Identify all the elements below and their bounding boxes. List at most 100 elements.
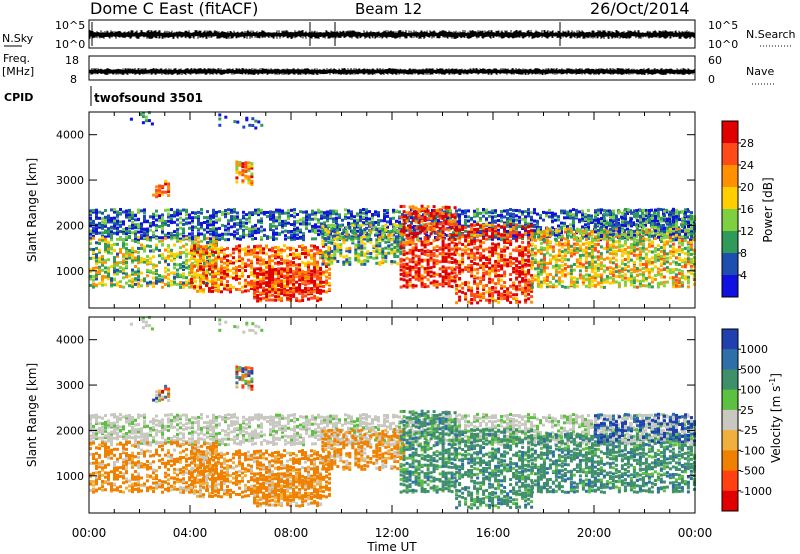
power-cell — [455, 284, 459, 287]
power-cell — [350, 235, 353, 239]
power-cell — [313, 279, 317, 283]
power-cell — [353, 219, 356, 223]
power-cell — [599, 245, 603, 249]
power-cell — [560, 209, 563, 213]
power-cell — [137, 258, 140, 262]
power-cell — [423, 207, 427, 211]
power-cell — [383, 209, 386, 213]
power-cell — [298, 276, 302, 280]
station-title: Dome C East (fitACF) — [90, 0, 258, 18]
power-cell — [530, 242, 534, 246]
power-cell — [214, 251, 217, 254]
power-cell — [122, 271, 125, 275]
power-cell — [581, 209, 584, 213]
power-cell — [215, 236, 218, 240]
power-cell — [152, 285, 155, 288]
power-cell — [342, 230, 346, 234]
power-cell — [238, 259, 241, 262]
power-cell — [419, 227, 422, 231]
power-cell — [521, 286, 525, 290]
power-cell — [155, 218, 158, 222]
power-cell — [298, 263, 301, 267]
power-cell — [275, 219, 278, 223]
power-cell — [203, 216, 206, 220]
power-cell — [617, 285, 621, 289]
power-cell — [170, 237, 173, 241]
power-cell — [414, 210, 418, 214]
power-cell — [217, 267, 220, 271]
power-cell — [447, 272, 451, 276]
power-cell — [441, 239, 445, 243]
power-cell — [405, 251, 409, 255]
power-cell — [241, 290, 244, 294]
power-cell — [214, 257, 217, 261]
power-cell — [244, 165, 248, 169]
power-cell — [353, 215, 356, 219]
power-cell — [423, 270, 427, 274]
power-cell — [497, 245, 501, 249]
power-cell — [345, 226, 349, 229]
power-cell — [602, 264, 606, 268]
power-cell — [327, 223, 331, 227]
power-cell — [146, 284, 149, 288]
power-cell — [518, 219, 521, 223]
power-cell — [280, 270, 284, 274]
power-cell — [405, 266, 409, 270]
power-cell — [164, 270, 167, 274]
power-cell — [647, 249, 651, 253]
power-cell — [479, 264, 483, 267]
power-cell — [89, 247, 92, 251]
power-cell — [461, 262, 465, 266]
power-cell — [137, 230, 140, 234]
power-cell — [134, 229, 137, 233]
power-cell — [629, 283, 633, 287]
power-cell — [220, 246, 223, 250]
power-cell — [629, 251, 633, 255]
power-cell — [238, 281, 241, 285]
power-cell — [247, 178, 251, 182]
power-cell — [357, 240, 361, 244]
power-cell — [509, 260, 513, 264]
power-cell — [98, 216, 101, 220]
power-cell — [539, 226, 542, 229]
power-cell — [617, 249, 621, 252]
power-cell — [414, 212, 418, 216]
power-cell — [584, 284, 588, 288]
power-cell — [161, 285, 164, 289]
power-cell — [470, 233, 473, 237]
power-cell — [423, 243, 427, 247]
power-cell — [536, 274, 540, 278]
power-cell — [235, 265, 238, 269]
power-cell — [313, 275, 316, 279]
power-cell — [125, 261, 128, 264]
power-cell — [590, 237, 594, 241]
freq-frame — [88, 55, 696, 81]
power-cell — [164, 208, 167, 212]
power-cell — [365, 211, 368, 215]
power-cell — [587, 273, 591, 277]
power-cell — [245, 233, 248, 237]
power-cell — [363, 235, 367, 239]
power-cell — [503, 293, 507, 297]
power-cell — [533, 219, 536, 223]
power-cell — [578, 244, 582, 248]
power-cell — [470, 248, 474, 252]
power-cell — [608, 243, 612, 247]
power-cell — [365, 231, 368, 235]
power-cell — [563, 243, 567, 247]
power-cell — [104, 235, 107, 239]
power-cell — [473, 257, 477, 261]
power-cell — [393, 260, 397, 264]
power-cell — [635, 235, 638, 239]
power-cell — [278, 208, 281, 212]
power-cell — [339, 251, 343, 255]
power-cell — [497, 300, 501, 304]
power-cell — [360, 253, 364, 257]
power-cell — [560, 259, 564, 263]
power-cell — [617, 221, 620, 225]
power-cell — [301, 272, 304, 275]
power-cell — [179, 285, 182, 289]
power-cell — [659, 268, 663, 272]
power-cell — [584, 266, 588, 269]
power-cell — [554, 273, 558, 277]
